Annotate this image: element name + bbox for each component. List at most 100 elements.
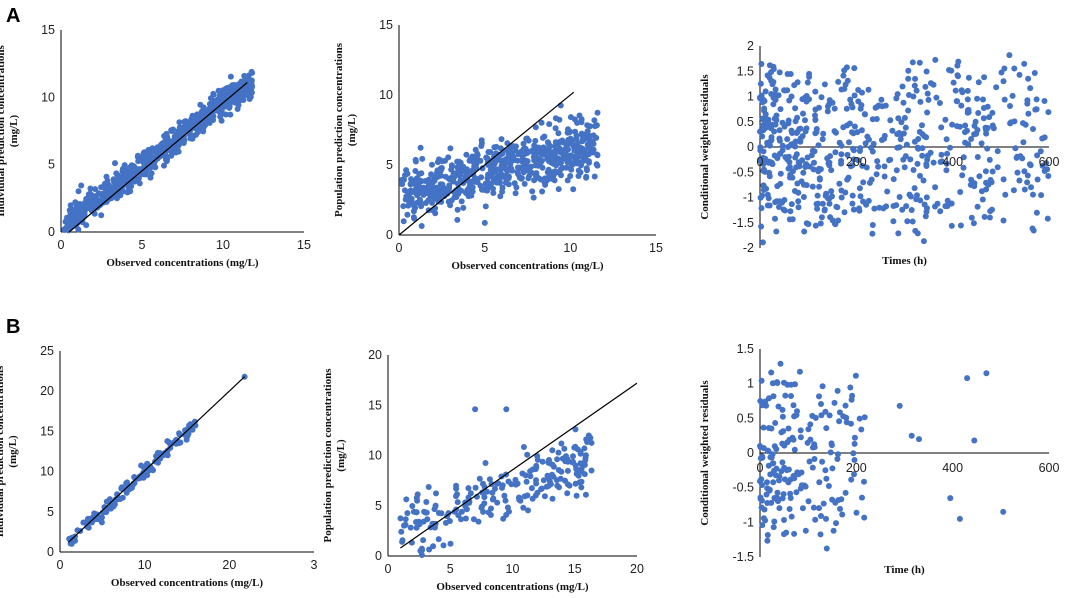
data-point — [564, 177, 571, 184]
data-point — [919, 152, 926, 159]
y-tick-label: 10 — [368, 449, 382, 463]
data-point — [794, 114, 801, 121]
data-point — [1041, 98, 1048, 104]
data-point — [74, 204, 81, 211]
data-point — [797, 434, 804, 441]
data-point — [547, 150, 554, 157]
data-point — [545, 459, 552, 466]
data-point — [1006, 52, 1013, 59]
data-point — [779, 142, 786, 149]
data-point — [948, 222, 955, 229]
data-point — [838, 194, 845, 201]
x-tick-label: 400 — [942, 461, 963, 475]
data-point — [74, 214, 81, 221]
identity-line — [400, 382, 638, 549]
data-point — [1000, 176, 1007, 183]
data-point — [768, 454, 775, 461]
data-point — [1030, 227, 1037, 234]
data-point — [818, 94, 825, 101]
data-point — [835, 497, 842, 504]
data-point — [943, 167, 950, 174]
x-tick-label: 600 — [1039, 461, 1060, 475]
data-point — [807, 421, 814, 428]
data-point — [482, 203, 489, 210]
x-tick-label: 400 — [942, 155, 963, 169]
data-point — [795, 204, 802, 211]
data-point — [847, 384, 854, 391]
data-point — [932, 184, 939, 191]
data-point — [432, 502, 439, 509]
data-point — [170, 145, 177, 152]
x-tick-label: 20 — [630, 562, 644, 576]
data-point — [915, 136, 922, 142]
data-point — [445, 510, 452, 517]
data-point — [856, 185, 863, 192]
data-point — [131, 170, 138, 177]
data-point — [965, 141, 972, 148]
y-tick-label: 0 — [47, 545, 54, 559]
data-point — [816, 479, 823, 486]
data-point — [248, 77, 255, 84]
data-point — [812, 222, 819, 229]
data-point — [846, 139, 852, 146]
x-tick-label: 15 — [568, 562, 582, 576]
data-point — [889, 127, 896, 134]
data-point — [768, 499, 775, 506]
data-point — [525, 507, 531, 514]
data-point — [983, 186, 990, 193]
data-point — [820, 500, 827, 507]
data-point — [117, 192, 124, 199]
data-point — [1002, 191, 1009, 198]
data-point — [454, 216, 461, 223]
data-point — [902, 124, 909, 131]
data-point — [964, 107, 971, 114]
data-point — [794, 408, 800, 415]
data-point — [774, 489, 781, 496]
data-point — [458, 516, 464, 523]
data-point — [990, 125, 997, 132]
data-point — [846, 120, 853, 127]
data-point — [855, 87, 862, 93]
data-point — [788, 513, 795, 520]
data-point — [84, 522, 91, 529]
data-point — [924, 156, 931, 163]
data-point — [975, 110, 982, 116]
data-point — [780, 491, 787, 498]
data-point — [92, 202, 99, 209]
data-point — [200, 107, 206, 114]
data-point — [954, 72, 961, 79]
data-point — [176, 430, 183, 437]
data-point — [858, 426, 865, 433]
data-point — [492, 485, 498, 492]
data-point — [437, 187, 444, 194]
data-point — [864, 133, 871, 140]
data-point — [583, 173, 590, 180]
data-point — [789, 216, 796, 223]
data-point — [239, 82, 246, 89]
data-point — [490, 175, 497, 182]
data-point — [421, 508, 428, 515]
data-point — [984, 145, 991, 152]
data-point — [823, 425, 830, 432]
data-point — [957, 189, 964, 195]
data-point — [772, 215, 778, 222]
data-point — [67, 202, 74, 209]
y-tick-label: -1 — [743, 191, 754, 205]
data-point — [905, 67, 912, 74]
data-point — [792, 105, 799, 112]
data-point — [986, 156, 993, 163]
y-axis-title: (mg/L) — [335, 439, 347, 472]
data-point — [222, 102, 229, 109]
data-point — [412, 158, 419, 165]
y-tick-label: 10 — [40, 465, 54, 479]
x-tick-label: 10 — [138, 558, 152, 572]
data-point — [768, 137, 775, 144]
data-point — [770, 393, 777, 400]
data-point — [572, 426, 579, 433]
data-point — [87, 185, 94, 192]
data-point — [505, 175, 512, 182]
data-point — [1031, 70, 1038, 76]
y-tick-label: -1.5 — [732, 216, 754, 230]
data-point — [557, 160, 564, 166]
data-point — [435, 536, 442, 543]
